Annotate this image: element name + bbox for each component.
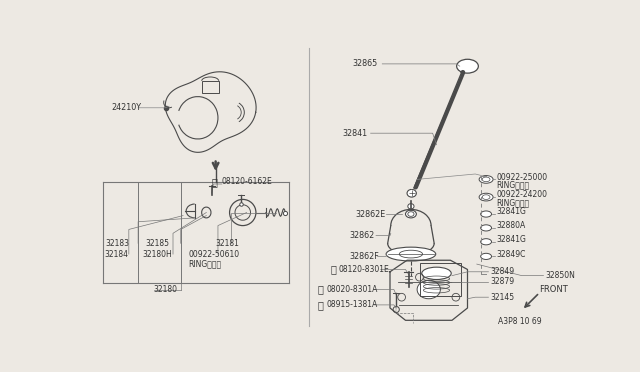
Ellipse shape <box>407 189 417 197</box>
Text: 32181: 32181 <box>216 239 239 248</box>
Text: Ⓑ: Ⓑ <box>318 285 324 295</box>
Text: 32862: 32862 <box>349 231 375 240</box>
Ellipse shape <box>481 239 492 245</box>
Text: 08915-1381A: 08915-1381A <box>326 301 378 310</box>
Text: 32180: 32180 <box>154 285 178 294</box>
Text: 08120-8301E: 08120-8301E <box>339 265 390 274</box>
Ellipse shape <box>479 193 493 201</box>
Text: 24210Y: 24210Y <box>111 103 141 112</box>
Ellipse shape <box>406 210 417 218</box>
Text: A3P8 10 69: A3P8 10 69 <box>499 317 542 326</box>
Text: RINGリング: RINGリング <box>496 198 529 207</box>
Ellipse shape <box>417 280 440 299</box>
Text: Ⓦ: Ⓦ <box>318 300 324 310</box>
Bar <box>202 81 219 93</box>
Text: 00922-24200: 00922-24200 <box>496 190 547 199</box>
Text: 32841: 32841 <box>342 129 367 138</box>
Text: FRONT: FRONT <box>540 285 568 294</box>
Text: RINGリング: RINGリング <box>189 260 221 269</box>
Text: Ⓑ: Ⓑ <box>211 177 217 187</box>
Text: 32849C: 32849C <box>496 250 525 259</box>
Text: 32849: 32849 <box>491 267 515 276</box>
Text: 32183: 32183 <box>106 239 129 248</box>
Text: 32865: 32865 <box>353 60 378 68</box>
Ellipse shape <box>422 267 451 279</box>
Text: 32862E: 32862E <box>355 209 385 218</box>
Ellipse shape <box>457 59 478 73</box>
Ellipse shape <box>481 225 492 231</box>
Text: 00922-50610: 00922-50610 <box>189 250 239 259</box>
Ellipse shape <box>408 203 414 209</box>
Text: 32862F: 32862F <box>349 252 380 261</box>
Ellipse shape <box>482 177 490 182</box>
Text: 32850N: 32850N <box>545 271 575 280</box>
Text: 32184: 32184 <box>105 250 129 259</box>
Text: 32841G: 32841G <box>496 207 526 216</box>
Text: 08020-8301A: 08020-8301A <box>326 285 378 294</box>
Ellipse shape <box>386 247 436 261</box>
Text: 32880A: 32880A <box>496 221 525 230</box>
Text: 32879: 32879 <box>491 277 515 286</box>
Text: RINGリング: RINGリング <box>496 180 529 189</box>
Ellipse shape <box>481 253 492 260</box>
Text: 00922-25000: 00922-25000 <box>496 173 547 182</box>
Text: Ⓑ: Ⓑ <box>330 264 336 275</box>
Ellipse shape <box>482 195 490 199</box>
Ellipse shape <box>479 176 493 183</box>
Text: 08120-6162E: 08120-6162E <box>222 177 273 186</box>
Text: 32185: 32185 <box>146 239 170 248</box>
Ellipse shape <box>399 250 422 258</box>
Ellipse shape <box>481 211 492 217</box>
Ellipse shape <box>408 212 414 217</box>
Text: 32180H: 32180H <box>142 250 172 259</box>
Text: 32841G: 32841G <box>496 235 526 244</box>
Text: 32145: 32145 <box>491 293 515 302</box>
